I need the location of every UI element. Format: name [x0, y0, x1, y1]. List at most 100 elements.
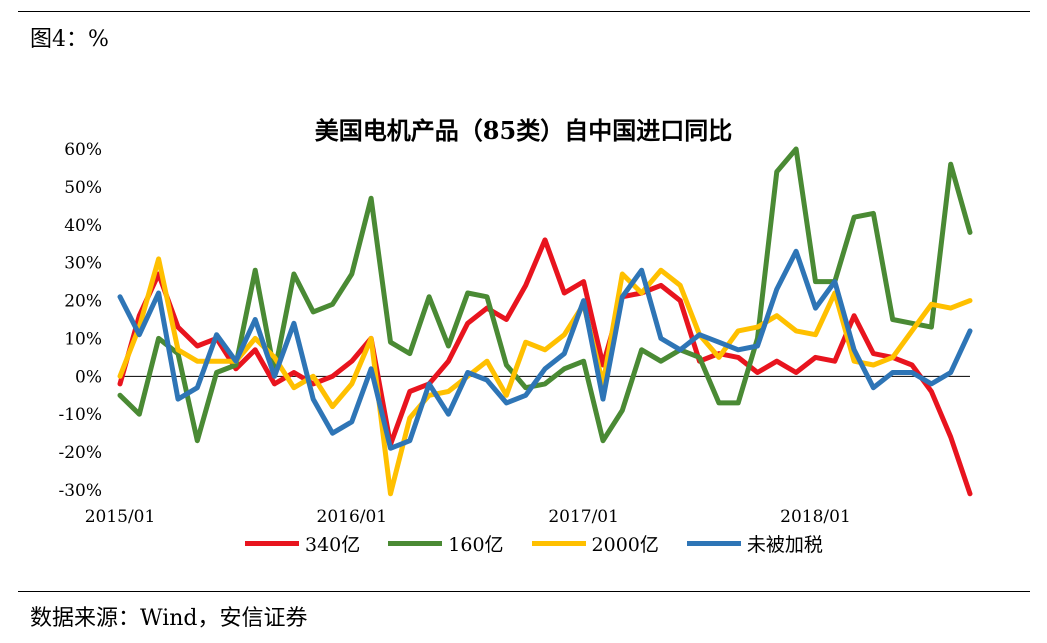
data-point [872, 353, 874, 355]
data-point [196, 360, 198, 362]
data-point [447, 390, 449, 392]
data-point [177, 353, 179, 355]
data-point [872, 212, 874, 214]
data-point [892, 356, 894, 358]
data-point [950, 436, 952, 438]
data-point [332, 432, 333, 434]
data-point [872, 387, 874, 389]
data-point [216, 372, 218, 374]
data-point [525, 341, 527, 343]
y-tick-label: -20% [58, 443, 102, 463]
data-point [158, 292, 160, 294]
data-point [544, 368, 546, 370]
x-tick-label: 2015/01 [85, 507, 156, 527]
data-point [254, 319, 256, 320]
data-point [332, 303, 333, 305]
data-point [853, 360, 855, 362]
data-point [795, 330, 797, 332]
data-point [158, 273, 160, 275]
data-point [447, 345, 449, 347]
data-point [254, 349, 256, 351]
legend-label-2000: 2000亿 [591, 534, 659, 556]
x-tick-label: 2017/01 [548, 507, 619, 527]
data-point [158, 258, 160, 260]
data-point [583, 360, 585, 362]
data-point [312, 311, 314, 313]
data-point [969, 493, 971, 495]
data-point [177, 326, 179, 328]
data-point [351, 273, 353, 275]
data-point [293, 372, 295, 374]
legend-item-2000: 2000亿 [531, 530, 659, 557]
data-point [177, 398, 179, 400]
legend-swatch-2000 [531, 541, 586, 546]
data-point [930, 326, 932, 328]
data-point [486, 379, 488, 381]
data-point [814, 334, 816, 336]
data-point [660, 284, 662, 286]
data-point [312, 398, 314, 400]
data-point [737, 356, 739, 358]
data-point [872, 364, 874, 366]
y-tick-label: 60% [64, 140, 102, 160]
data-point [641, 292, 643, 294]
data-point [196, 345, 198, 347]
data-point [737, 349, 739, 351]
data-point [196, 440, 198, 442]
data-point [467, 372, 469, 374]
data-point [235, 364, 237, 366]
legend-swatch-340 [245, 541, 299, 546]
data-point [505, 319, 507, 320]
x-tick-label: 2016/01 [317, 507, 388, 527]
data-point [718, 341, 720, 343]
data-point [254, 269, 256, 271]
data-point [621, 296, 623, 298]
data-point [699, 356, 701, 358]
data-point [583, 281, 585, 283]
data-point [332, 406, 333, 408]
data-point [911, 322, 913, 324]
data-point [563, 368, 565, 370]
data-point [505, 394, 507, 396]
data-point [216, 334, 218, 336]
data-point [757, 345, 758, 347]
data-point [737, 402, 739, 404]
legend-label-340: 340亿 [305, 534, 361, 556]
legend-label-untaxed: 未被加税 [746, 534, 823, 556]
data-point [274, 383, 276, 385]
data-point [814, 307, 816, 309]
data-point [679, 284, 681, 286]
legend-item-160: 160亿 [388, 530, 504, 557]
y-tick-label: 20% [64, 292, 102, 312]
bottom-rule [18, 591, 1030, 592]
legend-label-160: 160亿 [448, 534, 504, 556]
data-point [834, 360, 836, 362]
data-point [274, 375, 276, 377]
data-point [119, 296, 121, 298]
data-point [853, 216, 855, 218]
y-tick-label: 40% [64, 216, 102, 236]
data-point [795, 372, 797, 374]
y-tick-label: 30% [64, 254, 102, 274]
data-point [776, 171, 778, 173]
data-point [544, 239, 546, 241]
data-point [370, 197, 372, 199]
data-point [563, 334, 565, 336]
data-point [718, 402, 720, 404]
data-point [293, 322, 295, 324]
legend-swatch-untaxed [686, 541, 741, 546]
data-point [158, 337, 160, 339]
data-point [486, 296, 488, 298]
data-point [621, 409, 623, 411]
data-point [525, 284, 527, 286]
y-tick-label: -10% [58, 405, 102, 425]
data-point [795, 148, 797, 150]
data-point [641, 269, 643, 271]
data-point [196, 387, 198, 389]
data-point [428, 296, 430, 298]
data-point [254, 337, 256, 339]
data-point [351, 383, 353, 385]
data-point [950, 163, 952, 165]
data-point [757, 372, 758, 374]
top-rule [18, 11, 1030, 12]
